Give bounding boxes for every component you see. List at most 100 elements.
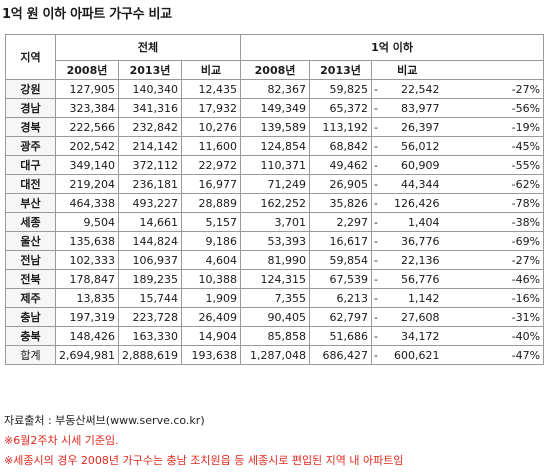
all-2008-cell: 222,566 [55,117,119,137]
table-row: 경북 222,566 232,842 10,276 139,589 113,192-26,… [5,117,545,137]
under-diff-cell: 22,136 [387,250,443,270]
all-2013-cell: 232,842 [118,117,182,137]
under-pct-cell: -47% [442,345,545,365]
table-row: 세종 9,504 14,661 5,157 3,701 2,297-1,404 -38% [5,212,545,232]
under-2013-cell: 6,213 [309,288,373,308]
under-sign-cell: - [371,307,388,327]
all-2008-cell: 13,835 [55,288,119,308]
col-header-2013: 2013년 [309,60,373,80]
all-diff-cell: 28,889 [180,193,242,213]
under-diff-cell: 83,977 [387,98,443,118]
all-diff-cell: 11,600 [180,136,242,156]
under-2008-cell: 82,367 [240,79,311,99]
under-2013-cell: 68,842 [309,136,373,156]
table-row: 강원 127,905 140,340 12,435 82,367 59,825-22,54… [5,79,545,99]
group-header-under: 1억 이하 [240,34,545,61]
all-diff-cell: 1,909 [180,288,242,308]
under-2013-cell: 686,427 [309,345,373,365]
col-header-blank [442,60,545,80]
all-2008-cell: 2,694,981 [55,345,119,365]
under-2013-cell: 49,462 [309,155,373,175]
under-pct-cell: -46% [442,269,545,289]
table-row: 광주 202,542 214,142 11,600 124,854 68,842-56,0… [5,136,545,156]
region-cell: 대구 [5,155,56,175]
all-diff-cell: 4,604 [180,250,242,270]
under-sign-cell: - [371,231,388,251]
all-diff-cell: 17,932 [180,98,242,118]
under-2008-cell: 71,249 [240,174,311,194]
under-diff-cell: 44,344 [387,174,443,194]
under-2013-cell: 51,686 [309,326,373,346]
all-diff-cell: 12,435 [180,79,242,99]
under-diff-cell: 34,172 [387,326,443,346]
under-sign-cell: - [371,136,388,156]
all-2013-cell: 236,181 [118,174,182,194]
under-diff-cell: 1,142 [387,288,443,308]
col-header-compare: 비교 [371,60,443,80]
under-diff-cell: 26,397 [387,117,443,137]
under-sign-cell: - [371,155,388,175]
under-sign-cell: - [371,345,388,365]
all-diff-cell: 5,157 [180,212,242,232]
all-2013-cell: 341,316 [118,98,182,118]
table-row: 대구 349,140 372,112 22,972 110,371 49,462-60,9… [5,155,545,175]
col-header-compare: 비교 [180,60,242,80]
under-pct-cell: -27% [442,79,545,99]
region-cell: 강원 [5,79,56,99]
all-diff-cell: 26,409 [180,307,242,327]
under-2013-cell: 67,539 [309,269,373,289]
under-pct-cell: -40% [442,326,545,346]
all-2013-cell: 15,744 [118,288,182,308]
under-sign-cell: - [371,79,388,99]
region-cell: 충북 [5,326,56,346]
all-2013-cell: 214,142 [118,136,182,156]
under-sign-cell: - [371,98,388,118]
under-sign-cell: - [371,174,388,194]
under-2008-cell: 90,405 [240,307,311,327]
under-2013-cell: 16,617 [309,231,373,251]
under-2008-cell: 124,315 [240,269,311,289]
under-sign-cell: - [371,326,388,346]
sejong-note: ※세종시의 경우 2008년 가구수는 충남 조치원읍 등 세종시로 편입된 지… [4,454,404,467]
all-2008-cell: 148,426 [55,326,119,346]
region-cell: 경북 [5,117,56,137]
under-pct-cell: -38% [442,212,545,232]
all-2008-cell: 323,384 [55,98,119,118]
region-cell: 부산 [5,193,56,213]
under-2013-cell: 59,825 [309,79,373,99]
table-row: 울산 135,638 144,824 9,186 53,393 16,617-36,776… [5,231,545,251]
table-row: 충북 148,426 163,330 14,904 85,858 51,686-34,17… [5,326,545,346]
under-pct-cell: -16% [442,288,545,308]
region-cell: 울산 [5,231,56,251]
region-cell: 광주 [5,136,56,156]
region-cell: 세종 [5,212,56,232]
region-header: 지역 [5,34,56,80]
all-2008-cell: 178,847 [55,269,119,289]
under-2008-cell: 7,355 [240,288,311,308]
under-diff-cell: 27,608 [387,307,443,327]
all-diff-cell: 14,904 [180,326,242,346]
total-row: 합계 2,694,981 2,888,619 193,638 1,287,048 686,… [5,345,545,365]
under-2008-cell: 162,252 [240,193,311,213]
all-diff-cell: 10,388 [180,269,242,289]
all-2008-cell: 197,319 [55,307,119,327]
notes: 자료출처 : 부동산써브(www.serve.co.kr) ※6월2주차 시세 … [4,411,404,471]
under-2013-cell: 65,372 [309,98,373,118]
under-2013-cell: 2,297 [309,212,373,232]
under-2008-cell: 139,589 [240,117,311,137]
page-title: 1억 원 이하 아파트 가구수 비교 [2,7,172,22]
all-2008-cell: 102,333 [55,250,119,270]
all-diff-cell: 16,977 [180,174,242,194]
under-sign-cell: - [371,193,388,213]
table-row: 경남 323,384 341,316 17,932 149,349 65,372-83,9… [5,98,545,118]
under-pct-cell: -69% [442,231,545,251]
under-diff-cell: 126,426 [387,193,443,213]
under-2013-cell: 113,192 [309,117,373,137]
table-body: 강원 127,905 140,340 12,435 82,367 59,825-22,54… [5,79,545,365]
all-2013-cell: 106,937 [118,250,182,270]
region-cell: 전북 [5,269,56,289]
under-2008-cell: 85,858 [240,326,311,346]
under-2008-cell: 149,349 [240,98,311,118]
region-cell: 전남 [5,250,56,270]
table-row: 대전 219,204 236,181 16,977 71,249 26,905-44,34… [5,174,545,194]
